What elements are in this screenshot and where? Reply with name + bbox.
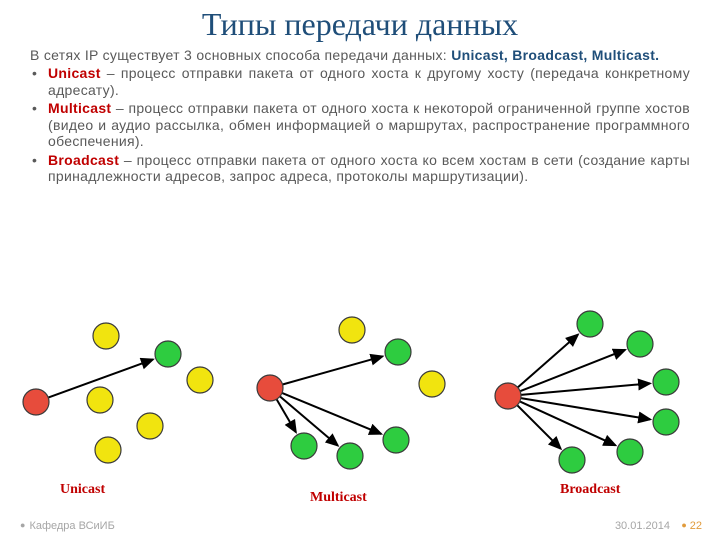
- bullet-broadcast: Broadcast – процесс отправки пакета от о…: [30, 152, 690, 185]
- bullet-unicast: Unicast – процесс отправки пакета от одн…: [30, 65, 690, 98]
- bullet-list: Unicast – процесс отправки пакета от одн…: [0, 63, 720, 185]
- diagram-area: Unicast Multicast Broadcast: [0, 300, 720, 510]
- footer-dept: Кафедра ВСиИБ: [20, 520, 115, 532]
- diagram-svg: [0, 300, 720, 510]
- desc-unicast: – процесс отправки пакета от одного хост…: [48, 65, 690, 98]
- term-unicast: Unicast: [48, 65, 101, 81]
- intro-text: В сетях IP существует 3 основных способа…: [0, 43, 720, 63]
- label-broadcast: Broadcast: [560, 482, 620, 498]
- slide-title: Типы передачи данных: [0, 0, 720, 43]
- term-multicast: Multicast: [48, 100, 111, 116]
- intro-line1: В сетях IP существует 3 основных способа…: [30, 47, 447, 63]
- footer-date: 30.01.2014: [615, 520, 670, 532]
- desc-broadcast: – процесс отправки пакета от одного хост…: [48, 152, 690, 185]
- label-unicast: Unicast: [60, 482, 105, 498]
- desc-multicast: – процесс отправки пакета от одного хост…: [48, 100, 690, 149]
- label-multicast: Multicast: [310, 490, 367, 506]
- term-broadcast: Broadcast: [48, 152, 119, 168]
- bullet-multicast: Multicast – процесс отправки пакета от о…: [30, 100, 690, 150]
- intro-types: Unicast, Broadcast, Multicast.: [451, 47, 659, 63]
- footer-page: 22: [681, 520, 702, 532]
